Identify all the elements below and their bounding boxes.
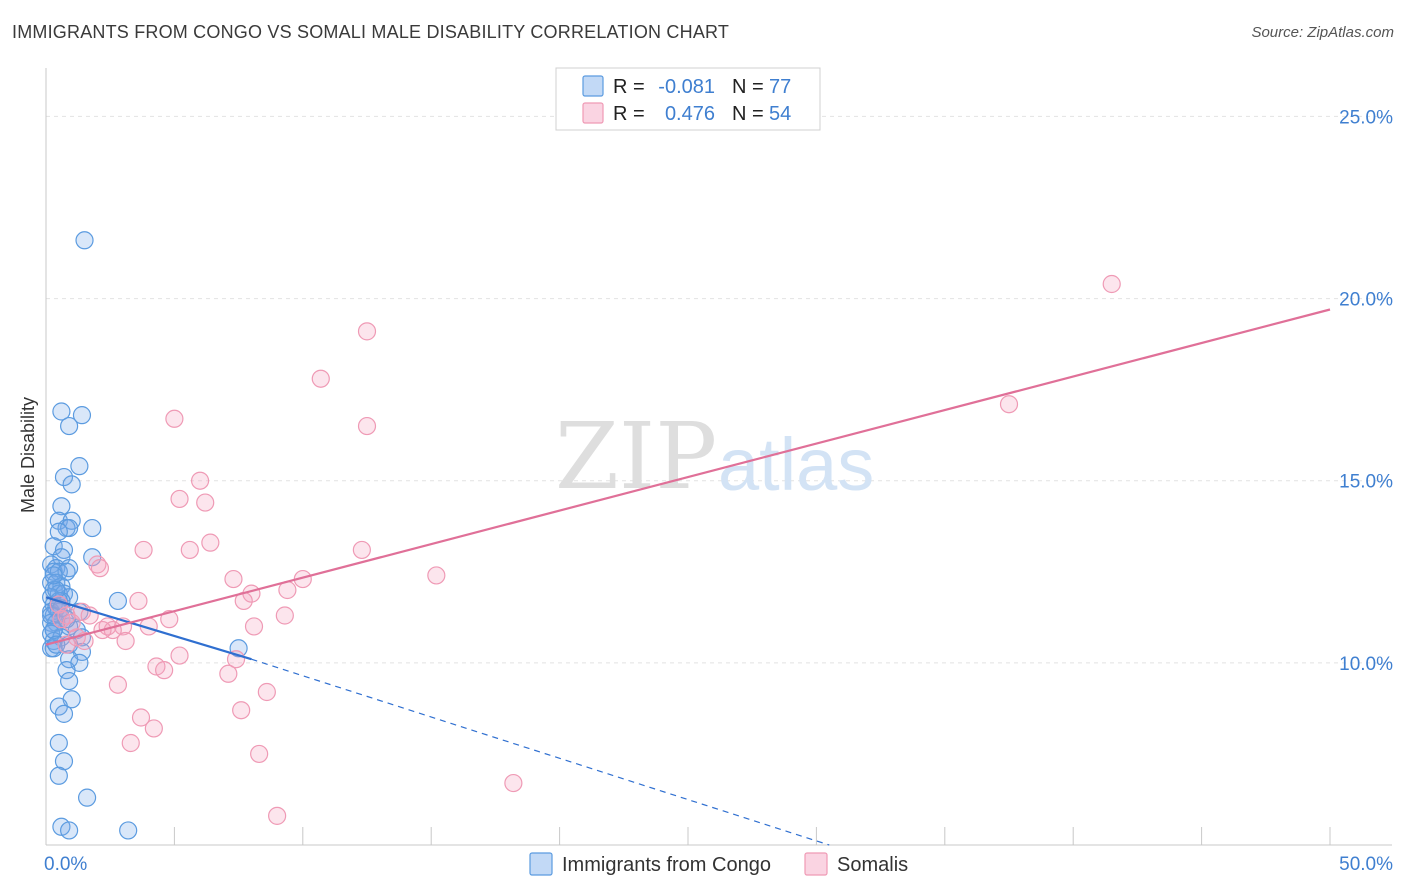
legend-r-value-somali: 0.476: [665, 103, 715, 125]
trend-line-somali: [45, 308, 1331, 646]
point-somali-15: [427, 566, 446, 585]
point-somali-14: [90, 559, 110, 578]
point-congo-61: [54, 704, 74, 723]
trend-line-congo: [45, 596, 252, 661]
point-congo-65: [77, 788, 97, 807]
point-congo-68: [119, 821, 138, 840]
point-congo-4: [70, 457, 89, 476]
x-tick-labels: 0.0% 50.0%: [44, 854, 1393, 875]
point-somali-16: [224, 569, 243, 589]
watermark: ZIP atlas: [555, 403, 874, 510]
chart-title: IMMIGRANTS FROM CONGO VS SOMALI MALE DIS…: [12, 22, 730, 42]
point-somali-43: [257, 682, 276, 702]
point-somali-47: [121, 733, 140, 753]
legend-r-label-somali: R =: [613, 103, 645, 125]
point-somali-40: [155, 661, 174, 680]
legend-n-value-congo: 77: [769, 76, 791, 98]
point-somali-8: [196, 493, 215, 512]
point-congo-1: [52, 402, 71, 421]
point-somali-10: [134, 540, 153, 560]
point-somali-44: [232, 701, 251, 720]
point-somali-26: [52, 610, 71, 629]
point-somali-49: [504, 773, 523, 793]
point-somali-4: [165, 409, 184, 428]
y-tick-labels: 10.0% 15.0% 20.0% 25.0%: [1339, 107, 1393, 674]
point-somali-45: [131, 708, 151, 727]
point-somali-42: [108, 675, 128, 694]
point-somali-35: [116, 631, 135, 651]
axes: [45, 68, 1392, 846]
legend-box: [555, 67, 821, 131]
point-congo-7: [52, 497, 71, 516]
watermark-atlas: atlas: [718, 423, 874, 506]
trend-line-congo-extension: [251, 658, 830, 846]
grid-lines: [46, 115, 1392, 664]
point-somali-2: [311, 369, 330, 388]
point-somali-0: [1102, 274, 1121, 294]
point-congo-11: [60, 518, 79, 538]
point-somali-27: [160, 610, 179, 629]
point-congo-57: [57, 661, 76, 680]
series-legend: Immigrants from Congo Somalis: [529, 852, 908, 876]
point-somali-5: [357, 416, 377, 436]
series-congo-points: [42, 231, 248, 840]
y-tick-label-3: 25.0%: [1339, 107, 1393, 128]
y-tick-label-0: 10.0%: [1339, 654, 1393, 675]
y-axis-label: Male Disability: [18, 397, 38, 513]
point-congo-54: [229, 639, 248, 658]
series-legend-label-somali: Somalis: [837, 854, 908, 876]
source-credit: Source: ZipAtlas.com: [1251, 24, 1394, 41]
legend-n-label-somali: N =: [732, 103, 764, 125]
legend-r-label-congo: R =: [613, 76, 645, 98]
point-congo-58: [60, 671, 79, 691]
point-congo-0: [75, 231, 94, 250]
point-somali-24: [275, 606, 294, 625]
point-somali-46: [144, 719, 163, 738]
y-tick-label-1: 15.0%: [1339, 472, 1393, 493]
y-tick-label-2: 20.0%: [1339, 290, 1393, 311]
point-congo-67: [60, 821, 79, 840]
series-legend-swatch-somali: [804, 852, 828, 876]
point-somali-41: [219, 664, 238, 683]
point-somali-12: [352, 540, 371, 560]
legend-swatch-congo: [582, 75, 604, 97]
point-congo-3: [60, 416, 79, 436]
point-somali-11: [180, 540, 199, 560]
series-legend-swatch-congo: [529, 852, 553, 876]
legend-r-value-congo: -0.081: [658, 76, 715, 98]
point-somali-37: [170, 646, 189, 665]
legend-swatch-somali: [582, 102, 604, 124]
point-congo-6: [62, 475, 81, 494]
point-somali-52: [62, 613, 81, 632]
point-somali-50: [268, 806, 287, 825]
point-somali-48: [250, 744, 269, 764]
point-somali-21: [129, 591, 148, 611]
series-legend-label-congo: Immigrants from Congo: [562, 854, 771, 876]
point-somali-9: [201, 533, 220, 552]
legend-n-value-somali: 54: [769, 103, 791, 125]
point-somali-1: [357, 322, 377, 341]
x-tick-label-0: 0.0%: [44, 854, 87, 875]
point-somali-6: [190, 471, 210, 490]
trend-lines: [45, 308, 1331, 846]
point-congo-55: [60, 650, 79, 669]
point-congo-62: [49, 733, 68, 753]
legend-n-label-congo: N =: [732, 76, 764, 98]
correlation-legend: R = -0.081 N = 77 R = 0.476 N = 54: [555, 67, 821, 131]
series-somali-points: [49, 274, 1121, 825]
point-congo-15: [54, 540, 74, 560]
point-somali-7: [170, 489, 189, 509]
point-congo-2: [72, 406, 92, 425]
point-congo-71: [47, 580, 66, 600]
point-congo-5: [54, 467, 74, 487]
point-somali-29: [244, 617, 264, 636]
point-congo-12: [83, 518, 102, 538]
point-somali-3: [999, 395, 1019, 414]
point-congo-74: [44, 566, 63, 585]
x-tick-label-1: 50.0%: [1339, 854, 1393, 875]
watermark-zip: ZIP: [555, 403, 717, 510]
point-congo-64: [49, 766, 68, 785]
point-congo-33: [108, 591, 128, 611]
